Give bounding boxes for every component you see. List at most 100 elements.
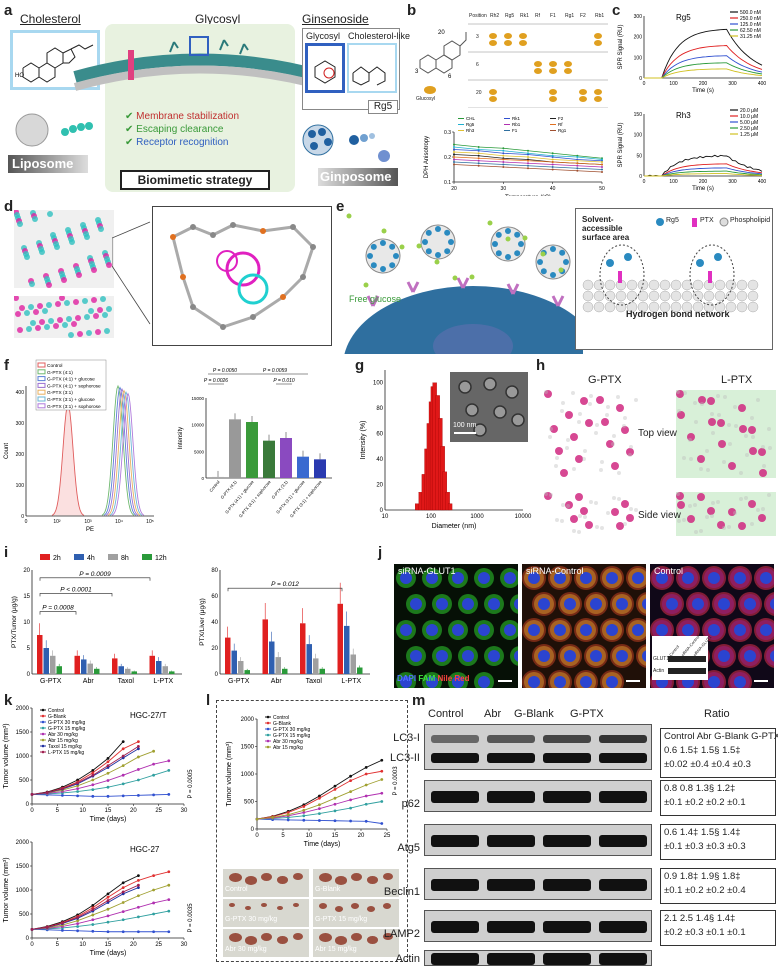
data-point <box>91 913 95 917</box>
y-tick-label: 1500 <box>16 730 30 736</box>
spr-curve-1 <box>644 45 763 79</box>
y-tick-label: 100 <box>16 483 25 489</box>
bar-12h <box>244 670 250 674</box>
histogram-4 <box>107 389 141 516</box>
x-tick-label: G-PTX <box>228 678 250 685</box>
lipid-atom <box>722 460 726 464</box>
lipid-dot <box>14 296 19 301</box>
data-point <box>137 755 140 759</box>
phospholipid-head <box>670 301 682 313</box>
legend-label: G-PTX 30 mg/kg <box>273 727 310 733</box>
data-point <box>364 819 368 823</box>
data-point <box>106 892 110 896</box>
data-point <box>576 164 579 167</box>
phospholipid-head <box>626 301 638 313</box>
bar-2h <box>112 658 118 674</box>
x-tick-label: G-PTX (3:1) + sophorose <box>289 479 323 519</box>
lipid-dot <box>71 321 77 327</box>
lipid-dot <box>46 282 52 288</box>
legend-label: 12h <box>155 555 167 562</box>
cell-nucleus <box>642 598 646 610</box>
y-tick-label: 500 <box>244 800 255 806</box>
ptx-cluster <box>596 396 604 404</box>
legend-label: F2 <box>558 116 564 121</box>
lipid-atom <box>722 526 726 530</box>
table-header: F2 <box>580 13 586 19</box>
cell-nucleus <box>632 572 644 584</box>
legend-label: G-PTX 30 mg/kg <box>48 720 85 726</box>
lipid-atom <box>616 395 620 399</box>
glucose-dot <box>540 251 546 257</box>
lipid-atom <box>599 468 603 472</box>
bar-3 <box>263 440 275 478</box>
y-axis-label: DPH Anisotropy <box>424 136 430 178</box>
lipid-dot <box>64 300 70 306</box>
glucosyl-mark <box>579 96 587 102</box>
y-tick-label: 300 <box>16 421 25 427</box>
ptx-mark <box>618 271 622 283</box>
x-tick-label: Control <box>208 479 221 493</box>
data-point <box>91 788 95 791</box>
data-point <box>121 794 125 798</box>
cell-nucleus <box>760 624 772 636</box>
legend-swatch <box>40 554 50 560</box>
glucosyl-mark <box>549 96 557 102</box>
bar-2h <box>225 637 231 674</box>
ptx-cluster <box>621 500 629 508</box>
micrograph-sirna-control: siRNA-Control <box>522 564 646 688</box>
x-tick-label: 5 <box>281 833 285 839</box>
tumor-photo: Abr 30 mg/kg <box>223 929 309 957</box>
series-line-0 <box>31 875 139 930</box>
lipid-atom <box>589 500 593 504</box>
x-tick-label: 300 <box>728 81 737 87</box>
benefit-2: ✔ Escaping clearance <box>125 124 224 135</box>
y-tick-label: 2000 <box>16 706 30 712</box>
y-tick-label: 60 <box>211 594 218 600</box>
legend-marker <box>266 727 270 731</box>
data-point <box>152 773 156 777</box>
lipid-atom <box>561 401 565 405</box>
lipid-atom <box>600 526 604 530</box>
data-point <box>137 740 140 743</box>
ptx-cluster <box>697 493 705 501</box>
cell-nucleus <box>682 624 694 636</box>
ratio-block: Control Abr G-Blank G-PTX 0.6 1.5‡ 1.5§ 1… <box>660 728 778 778</box>
lipid-atom <box>565 446 569 450</box>
bar-8h <box>238 661 244 674</box>
y-tick-label: 20 <box>376 483 383 489</box>
x-tick-label: 20 <box>130 808 137 814</box>
lipid-dot <box>15 311 21 317</box>
data-point <box>502 149 505 152</box>
cell-nucleus <box>580 572 592 584</box>
phospholipid-head <box>582 290 594 302</box>
lipid-dot <box>75 315 81 321</box>
phospholipid-head <box>714 279 726 291</box>
label-ptx-e: PTX <box>700 217 714 224</box>
y-tick-label: 0 <box>380 508 384 514</box>
data-point <box>167 870 171 874</box>
sig-bracket <box>227 587 343 592</box>
rg5-dot <box>370 262 377 269</box>
glucose-dot <box>487 220 493 226</box>
scale-bar <box>626 680 640 682</box>
phospholipid-head <box>714 290 726 302</box>
cell-nucleus <box>718 650 730 662</box>
phospholipid-head <box>692 301 704 313</box>
data-point <box>106 901 110 904</box>
legend-label: 500.0 nM <box>740 10 761 16</box>
benefit-3: ✔ Receptor recognition <box>125 137 229 148</box>
cell-nucleus <box>564 650 576 662</box>
band <box>599 921 647 933</box>
cell-nucleus <box>488 598 500 610</box>
y-tick-label: 1000 <box>241 772 255 778</box>
rg5-dot <box>559 249 566 256</box>
band <box>599 791 647 803</box>
lipid-atom <box>594 431 598 435</box>
y-tick-label: 1500 <box>16 864 30 870</box>
label-ginsenoside: Ginsenoside <box>302 12 369 26</box>
y-tick-label: 40 <box>211 620 218 626</box>
lipid-atom <box>560 409 564 413</box>
lipid-atom <box>756 398 760 402</box>
data-point <box>364 794 368 798</box>
bar-12h <box>357 667 363 674</box>
